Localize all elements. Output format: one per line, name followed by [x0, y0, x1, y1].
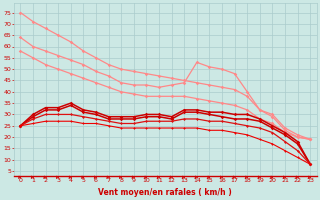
X-axis label: Vent moyen/en rafales ( km/h ): Vent moyen/en rafales ( km/h ): [99, 188, 232, 197]
